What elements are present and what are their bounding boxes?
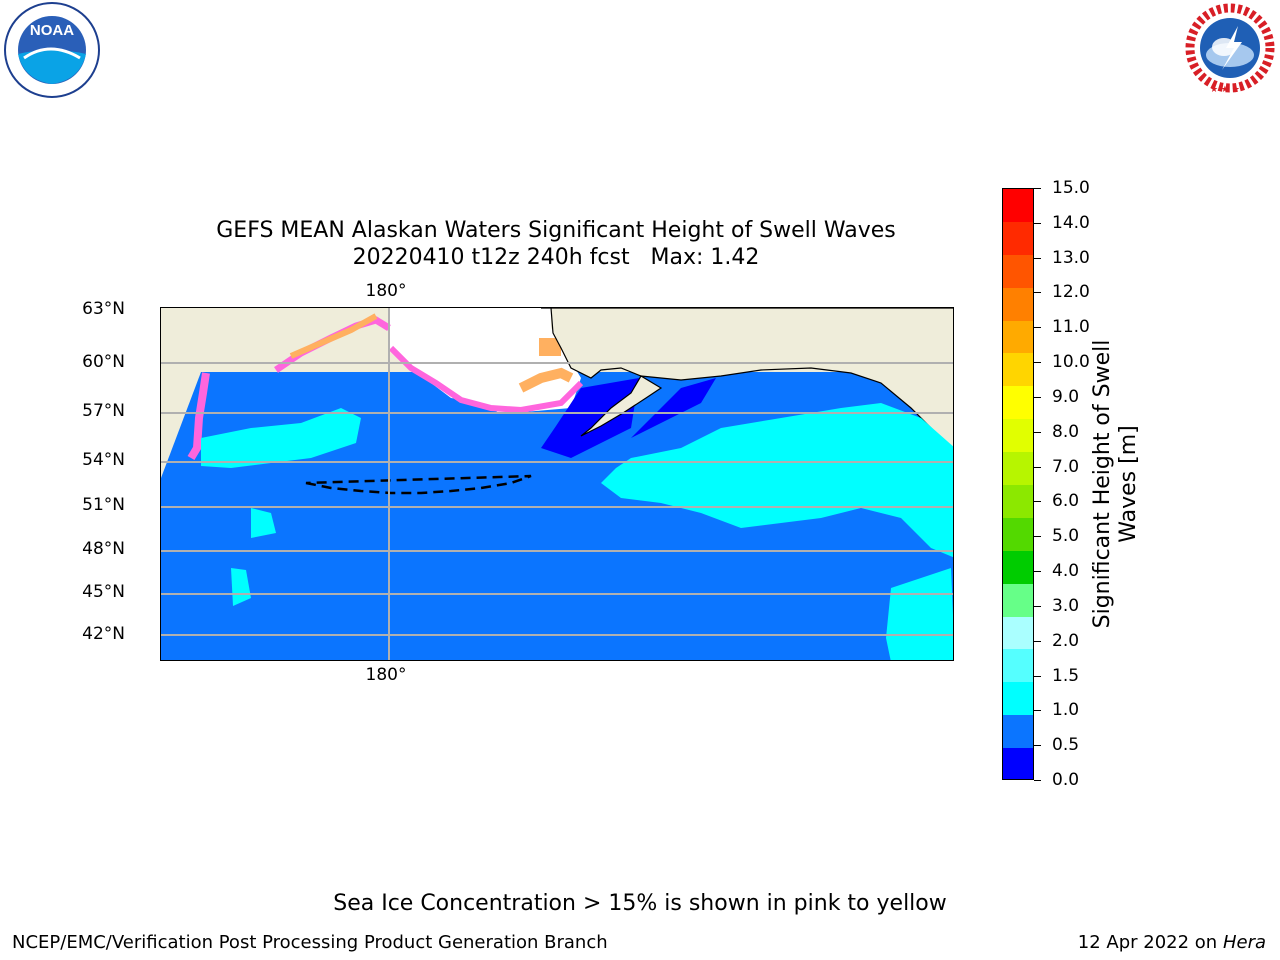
colorbar-segment — [1003, 287, 1033, 322]
lon-label-top: 180° — [365, 281, 407, 301]
colorbar-segment — [1003, 583, 1033, 618]
chart-subtitle: 20220410 t12z 240h fcst Max: 1.42 — [352, 245, 760, 270]
date-text: 12 Apr 2022 on Hera — [1078, 932, 1266, 954]
land-siberia-west — [161, 308, 201, 478]
colorbar-tick-label: 15.0 — [1052, 178, 1090, 198]
colorbar-tick-label: 1.0 — [1052, 700, 1080, 721]
ice-edge-bering-orange — [518, 367, 574, 393]
colorbar-segment — [1003, 748, 1033, 779]
colorbar-tick-mark — [1034, 640, 1041, 642]
lon-label-bottom: 180° — [365, 665, 407, 685]
noaa-logo: NOAA — [0, 0, 104, 100]
ice-patch-orange — [539, 338, 561, 356]
colorbar-segment — [1003, 221, 1033, 256]
colorbar-tick-mark — [1034, 780, 1041, 781]
colorbar-tick-label: 6.0 — [1052, 491, 1080, 512]
map-panel — [160, 307, 954, 661]
colorbar-tick-label: 12.0 — [1052, 282, 1090, 303]
lat-label-54: 54°N — [82, 450, 125, 470]
lat-label-57: 57°N — [82, 401, 125, 421]
colorbar-tick-label: 2.0 — [1052, 630, 1080, 651]
colorbar-segment — [1003, 254, 1033, 289]
colorbar — [1002, 188, 1034, 780]
colorbar-label-line1: Significant Height of Swell — [1090, 339, 1115, 629]
colorbar-tick-mark — [1034, 571, 1041, 573]
colorbar-tick-label: 10.0 — [1052, 352, 1090, 373]
colorbar-tick-mark — [1034, 675, 1041, 677]
colorbar-tick-mark — [1034, 710, 1041, 712]
colorbar-segment — [1003, 452, 1033, 486]
colorbar-tick-label: 11.0 — [1052, 317, 1090, 338]
colorbar-tick-mark — [1034, 466, 1041, 468]
colorbar-segment — [1003, 485, 1033, 519]
deep-water-bristol — [541, 378, 639, 458]
colorbar-tick-label: 14.0 — [1052, 212, 1090, 233]
colorbar-tick-label: 13.0 — [1052, 247, 1090, 268]
colorbar-tick-mark — [1034, 501, 1041, 503]
colorbar-tick-mark — [1034, 396, 1041, 398]
swell-field-kamchatka — [201, 408, 361, 468]
colorbar-label-line2: Waves [m] — [1116, 425, 1141, 543]
colorbar-segment — [1003, 517, 1033, 552]
swell-patch-sw — [231, 568, 251, 606]
colorbar-segment — [1003, 386, 1033, 420]
colorbar-segment — [1003, 189, 1033, 223]
colorbar-tick-mark — [1034, 292, 1041, 294]
lat-label-63: 63°N — [82, 299, 125, 319]
swell-field-gulf — [601, 403, 953, 558]
colorbar-segment — [1003, 649, 1033, 683]
swell-patch-west — [251, 508, 276, 538]
ice-edge-north-orange — [289, 313, 378, 359]
colorbar-tick-mark — [1034, 362, 1041, 364]
colorbar-tick-mark — [1034, 536, 1041, 538]
colorbar-tick-mark — [1034, 257, 1041, 259]
colorbar-tick-mark — [1034, 327, 1041, 329]
colorbar-tick-label: 1.5 — [1052, 665, 1080, 686]
sea-ice-note: Sea Ice Concentration > 15% is shown in … — [333, 891, 947, 916]
swell-patch-south — [886, 568, 953, 660]
svg-text:★ ★ ★: ★ ★ ★ — [1210, 85, 1240, 95]
nws-logo: ★ ★ ★ — [1180, 0, 1280, 100]
colorbar-tick-label: 0.0 — [1052, 770, 1080, 790]
colorbar-tick-label: 3.0 — [1052, 595, 1080, 616]
colorbar-tick-mark — [1034, 431, 1041, 433]
colorbar-segment — [1003, 616, 1033, 650]
lat-label-51: 51°N — [82, 495, 125, 515]
lat-label-60: 60°N — [82, 352, 125, 372]
colorbar-segment — [1003, 682, 1033, 716]
colorbar-tick-mark — [1034, 222, 1041, 224]
colorbar-tick-label: 7.0 — [1052, 456, 1080, 477]
colorbar-segment — [1003, 419, 1033, 453]
date-value: 12 Apr 2022 on — [1077, 932, 1223, 953]
colorbar-tick-label: 0.5 — [1052, 735, 1080, 756]
colorbar-tick-mark — [1034, 188, 1041, 189]
colorbar-tick-label: 8.0 — [1052, 421, 1080, 442]
colorbar-tick-label: 4.0 — [1052, 561, 1080, 582]
noaa-logo-text: NOAA — [30, 22, 74, 39]
colorbar-tick-mark — [1034, 745, 1041, 747]
lat-label-42: 42°N — [82, 624, 125, 644]
ice-edge-bering — [388, 345, 584, 414]
colorbar-segment — [1003, 320, 1033, 354]
colorbar-tick-mark — [1034, 605, 1041, 607]
host-name: Hera — [1222, 932, 1266, 953]
colorbar-label: Significant Height of Swell Waves [m] — [1090, 304, 1142, 664]
land-alaska-peninsula — [580, 375, 663, 437]
colorbar-tick-label: 5.0 — [1052, 526, 1080, 547]
credit-text: NCEP/EMC/Verification Post Processing Pr… — [12, 932, 608, 953]
colorbar-tick-label: 9.0 — [1052, 386, 1080, 407]
lat-label-48: 48°N — [82, 539, 125, 559]
graticule — [161, 308, 953, 660]
colorbar-segment — [1003, 715, 1033, 749]
ice-edge-west — [187, 372, 210, 461]
aleutian-islands — [305, 474, 532, 495]
lat-label-45: 45°N — [82, 582, 125, 602]
chart-title: GEFS MEAN Alaskan Waters Significant Hei… — [216, 218, 896, 243]
map-canvas — [161, 308, 953, 660]
colorbar-segment — [1003, 353, 1033, 387]
deep-water-gulf-coast — [631, 378, 716, 438]
colorbar-segment — [1003, 550, 1033, 585]
